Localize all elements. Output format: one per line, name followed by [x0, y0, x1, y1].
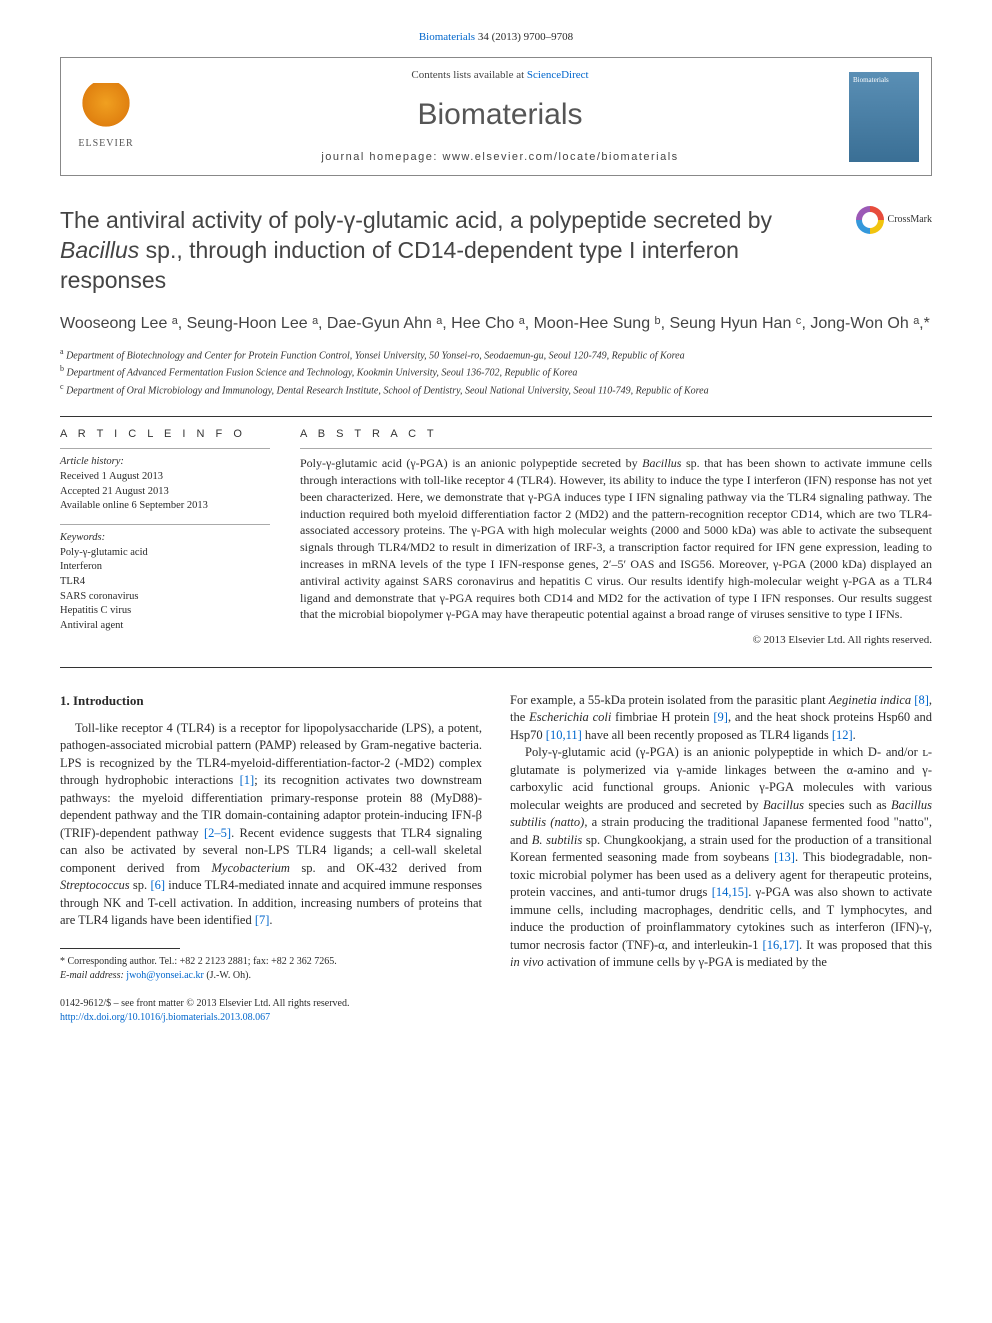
- affiliation: a Department of Biotechnology and Center…: [60, 346, 932, 363]
- contents-prefix: Contents lists available at: [411, 69, 526, 81]
- crossmark-badge[interactable]: CrossMark: [856, 206, 932, 234]
- abstract-text: Poly-γ-glutamic acid (γ-PGA) is an anion…: [300, 455, 932, 623]
- abstract-head: A B S T R A C T: [300, 427, 932, 442]
- affiliation: c Department of Oral Microbiology and Im…: [60, 381, 932, 398]
- ref-link[interactable]: [1]: [240, 773, 255, 787]
- body-col-left: 1. Introduction Toll-like receptor 4 (TL…: [60, 692, 482, 1025]
- ref-link[interactable]: [16,17]: [763, 938, 799, 952]
- elsevier-logo: ELSEVIER: [61, 83, 151, 151]
- front-matter: 0142-9612/$ – see front matter © 2013 El…: [60, 997, 482, 1011]
- homepage-line: journal homepage: www.elsevier.com/locat…: [151, 150, 849, 165]
- article-info-head: A R T I C L E I N F O: [60, 427, 270, 442]
- ref-link[interactable]: [8]: [914, 693, 929, 707]
- email-link[interactable]: jwoh@yonsei.ac.kr: [126, 970, 204, 981]
- homepage-prefix: journal homepage:: [321, 151, 442, 163]
- ref-link[interactable]: [2–5]: [204, 826, 231, 840]
- citation: Biomaterials 34 (2013) 9700–9708: [60, 30, 932, 45]
- doi-link[interactable]: http://dx.doi.org/10.1016/j.biomaterials…: [60, 1012, 270, 1023]
- header-center: Contents lists available at ScienceDirec…: [151, 68, 849, 165]
- divider-thin: [60, 448, 270, 449]
- body-col-right: For example, a 55-kDa protein isolated f…: [510, 692, 932, 1025]
- keyword: TLR4: [60, 576, 85, 587]
- divider-thin: [300, 448, 932, 449]
- article-info-col: A R T I C L E I N F O Article history: R…: [60, 427, 270, 649]
- title-italic: Bacillus: [60, 237, 139, 263]
- history-item: Accepted 21 August 2013: [60, 486, 169, 497]
- body-paragraph: Poly-γ-glutamic acid (γ-PGA) is an anion…: [510, 744, 932, 972]
- copyright: © 2013 Elsevier Ltd. All rights reserved…: [300, 633, 932, 648]
- elsevier-tree-icon: [81, 83, 131, 133]
- affiliation: b Department of Advanced Fermentation Fu…: [60, 363, 932, 380]
- divider: [60, 667, 932, 668]
- footnotes: * Corresponding author. Tel.: +82 2 2123…: [60, 955, 482, 983]
- ref-link[interactable]: [13]: [774, 850, 795, 864]
- ref-link[interactable]: [9]: [713, 710, 728, 724]
- crossmark-label: CrossMark: [888, 213, 932, 227]
- journal-cover-thumb: Biomaterials: [849, 72, 919, 162]
- body-paragraph: For example, a 55-kDa protein isolated f…: [510, 692, 932, 745]
- body-columns: 1. Introduction Toll-like receptor 4 (TL…: [60, 692, 932, 1025]
- homepage-url[interactable]: www.elsevier.com/locate/biomaterials: [443, 151, 679, 163]
- citation-ref: 34 (2013) 9700–9708: [475, 31, 573, 43]
- crossmark-icon: [856, 206, 884, 234]
- title-post: sp., through induction of CD14-dependent…: [60, 237, 739, 293]
- keyword: Interferon: [60, 561, 102, 572]
- history-block: Article history: Received 1 August 2013 …: [60, 455, 270, 514]
- title-pre: The antiviral activity of poly-γ-glutami…: [60, 207, 772, 233]
- article-title: The antiviral activity of poly-γ-glutami…: [60, 206, 932, 296]
- keyword: Hepatitis C virus: [60, 605, 131, 616]
- keywords-label: Keywords:: [60, 532, 105, 543]
- article-head: CrossMark The antiviral activity of poly…: [60, 206, 932, 398]
- citation-journal-link[interactable]: Biomaterials: [419, 31, 475, 43]
- contents-line: Contents lists available at ScienceDirec…: [151, 68, 849, 83]
- history-item: Available online 6 September 2013: [60, 500, 208, 511]
- ref-link[interactable]: [6]: [150, 878, 165, 892]
- ref-link[interactable]: [7]: [255, 913, 270, 927]
- corresponding-author: * Corresponding author. Tel.: +82 2 2123…: [60, 955, 482, 969]
- footer: 0142-9612/$ – see front matter © 2013 El…: [60, 997, 482, 1025]
- journal-name: Biomaterials: [151, 94, 849, 136]
- keywords-block: Keywords: Poly-γ-glutamic acid Interfero…: [60, 531, 270, 634]
- keyword: Poly-γ-glutamic acid: [60, 547, 148, 558]
- elsevier-label: ELSEVIER: [61, 137, 151, 151]
- history-item: Received 1 August 2013: [60, 471, 163, 482]
- intro-paragraph: Toll-like receptor 4 (TLR4) is a recepto…: [60, 720, 482, 930]
- info-abstract-row: A R T I C L E I N F O Article history: R…: [60, 427, 932, 649]
- ref-link[interactable]: [14,15]: [712, 885, 748, 899]
- sciencedirect-link[interactable]: ScienceDirect: [527, 69, 589, 81]
- ref-link[interactable]: [10,11]: [546, 728, 582, 742]
- divider: [60, 416, 932, 417]
- abstract-col: A B S T R A C T Poly-γ-glutamic acid (γ-…: [300, 427, 932, 649]
- divider-thin: [60, 524, 270, 525]
- history-label: Article history:: [60, 456, 124, 467]
- section-head: 1. Introduction: [60, 692, 482, 710]
- ref-link[interactable]: [12]: [832, 728, 853, 742]
- keyword: SARS coronavirus: [60, 591, 138, 602]
- authors: Wooseong Lee ᵃ, Seung-Hoon Lee ᵃ, Dae-Gy…: [60, 312, 932, 336]
- keyword: Antiviral agent: [60, 620, 123, 631]
- footnote-separator: [60, 948, 180, 949]
- affiliations: a Department of Biotechnology and Center…: [60, 346, 932, 398]
- journal-header: ELSEVIER Contents lists available at Sci…: [60, 57, 932, 176]
- email-line: E-mail address: jwoh@yonsei.ac.kr (J.-W.…: [60, 969, 482, 983]
